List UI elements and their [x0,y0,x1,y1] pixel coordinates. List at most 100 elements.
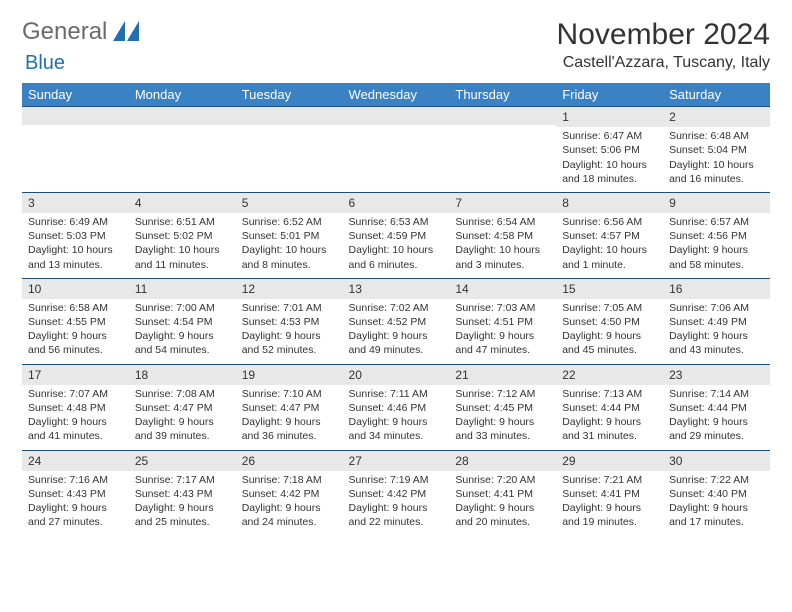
calendar-day-cell: 24Sunrise: 7:16 AMSunset: 4:43 PMDayligh… [22,450,129,535]
daylight-text: Daylight: 9 hours and 19 minutes. [562,501,657,529]
sunset-text: Sunset: 4:40 PM [669,487,764,501]
sunrise-text: Sunrise: 6:52 AM [242,215,337,229]
daylight-text: Daylight: 9 hours and 31 minutes. [562,415,657,443]
day-number: 9 [663,193,770,213]
sunrise-text: Sunrise: 6:54 AM [455,215,550,229]
sunset-text: Sunset: 4:53 PM [242,315,337,329]
sunrise-text: Sunrise: 7:08 AM [135,387,230,401]
day-content [449,125,556,187]
daylight-text: Daylight: 9 hours and 29 minutes. [669,415,764,443]
day-number: 29 [556,451,663,471]
day-content: Sunrise: 7:14 AMSunset: 4:44 PMDaylight:… [663,385,770,450]
day-number [22,107,129,125]
weekday-header-row: Sunday Monday Tuesday Wednesday Thursday… [22,83,770,107]
day-content: Sunrise: 7:17 AMSunset: 4:43 PMDaylight:… [129,471,236,536]
calendar-day-cell: 8Sunrise: 6:56 AMSunset: 4:57 PMDaylight… [556,192,663,278]
weekday-header: Monday [129,83,236,107]
month-title: November 2024 [557,18,770,52]
calendar-week-row: 3Sunrise: 6:49 AMSunset: 5:03 PMDaylight… [22,192,770,278]
day-number: 23 [663,365,770,385]
day-number: 4 [129,193,236,213]
sunrise-text: Sunrise: 7:11 AM [349,387,444,401]
calendar-week-row: 10Sunrise: 6:58 AMSunset: 4:55 PMDayligh… [22,278,770,364]
sunset-text: Sunset: 4:56 PM [669,229,764,243]
sunset-text: Sunset: 4:49 PM [669,315,764,329]
calendar-day-cell: 28Sunrise: 7:20 AMSunset: 4:41 PMDayligh… [449,450,556,535]
day-content: Sunrise: 7:11 AMSunset: 4:46 PMDaylight:… [343,385,450,450]
day-content: Sunrise: 6:47 AMSunset: 5:06 PMDaylight:… [556,127,663,192]
sunrise-text: Sunrise: 7:19 AM [349,473,444,487]
calendar-day-cell: 5Sunrise: 6:52 AMSunset: 5:01 PMDaylight… [236,192,343,278]
day-number: 11 [129,279,236,299]
sunset-text: Sunset: 4:47 PM [135,401,230,415]
sunset-text: Sunset: 4:42 PM [349,487,444,501]
sunrise-text: Sunrise: 7:16 AM [28,473,123,487]
day-content: Sunrise: 7:02 AMSunset: 4:52 PMDaylight:… [343,299,450,364]
calendar-day-cell: 18Sunrise: 7:08 AMSunset: 4:47 PMDayligh… [129,364,236,450]
day-number: 21 [449,365,556,385]
day-number: 10 [22,279,129,299]
day-number: 2 [663,107,770,127]
calendar-week-row: 17Sunrise: 7:07 AMSunset: 4:48 PMDayligh… [22,364,770,450]
day-content: Sunrise: 7:00 AMSunset: 4:54 PMDaylight:… [129,299,236,364]
daylight-text: Daylight: 9 hours and 36 minutes. [242,415,337,443]
day-number: 26 [236,451,343,471]
day-content: Sunrise: 6:51 AMSunset: 5:02 PMDaylight:… [129,213,236,278]
day-content: Sunrise: 7:01 AMSunset: 4:53 PMDaylight:… [236,299,343,364]
day-content: Sunrise: 7:18 AMSunset: 4:42 PMDaylight:… [236,471,343,536]
calendar-day-cell [343,107,450,193]
sunset-text: Sunset: 4:41 PM [455,487,550,501]
day-content: Sunrise: 7:19 AMSunset: 4:42 PMDaylight:… [343,471,450,536]
calendar-day-cell: 12Sunrise: 7:01 AMSunset: 4:53 PMDayligh… [236,278,343,364]
sunrise-text: Sunrise: 7:01 AM [242,301,337,315]
sunrise-text: Sunrise: 6:48 AM [669,129,764,143]
day-number [236,107,343,125]
sunset-text: Sunset: 4:52 PM [349,315,444,329]
sunrise-text: Sunrise: 7:03 AM [455,301,550,315]
daylight-text: Daylight: 10 hours and 8 minutes. [242,243,337,271]
calendar-day-cell: 22Sunrise: 7:13 AMSunset: 4:44 PMDayligh… [556,364,663,450]
day-number: 1 [556,107,663,127]
logo: General [22,18,141,46]
calendar-week-row: 1Sunrise: 6:47 AMSunset: 5:06 PMDaylight… [22,107,770,193]
day-number: 7 [449,193,556,213]
logo-sail-icon [113,21,139,43]
day-number: 27 [343,451,450,471]
calendar-day-cell: 16Sunrise: 7:06 AMSunset: 4:49 PMDayligh… [663,278,770,364]
sunset-text: Sunset: 4:47 PM [242,401,337,415]
day-content: Sunrise: 6:49 AMSunset: 5:03 PMDaylight:… [22,213,129,278]
sunset-text: Sunset: 4:43 PM [28,487,123,501]
day-content: Sunrise: 7:13 AMSunset: 4:44 PMDaylight:… [556,385,663,450]
sunset-text: Sunset: 4:44 PM [562,401,657,415]
day-number: 25 [129,451,236,471]
day-number: 30 [663,451,770,471]
day-content: Sunrise: 7:20 AMSunset: 4:41 PMDaylight:… [449,471,556,536]
daylight-text: Daylight: 10 hours and 13 minutes. [28,243,123,271]
day-content: Sunrise: 6:53 AMSunset: 4:59 PMDaylight:… [343,213,450,278]
day-content: Sunrise: 7:22 AMSunset: 4:40 PMDaylight:… [663,471,770,536]
sunrise-text: Sunrise: 7:02 AM [349,301,444,315]
sunrise-text: Sunrise: 7:12 AM [455,387,550,401]
calendar-day-cell: 11Sunrise: 7:00 AMSunset: 4:54 PMDayligh… [129,278,236,364]
sunset-text: Sunset: 4:51 PM [455,315,550,329]
sunset-text: Sunset: 4:43 PM [135,487,230,501]
calendar-day-cell: 1Sunrise: 6:47 AMSunset: 5:06 PMDaylight… [556,107,663,193]
sunrise-text: Sunrise: 7:05 AM [562,301,657,315]
calendar-day-cell: 3Sunrise: 6:49 AMSunset: 5:03 PMDaylight… [22,192,129,278]
sunrise-text: Sunrise: 6:49 AM [28,215,123,229]
daylight-text: Daylight: 9 hours and 56 minutes. [28,329,123,357]
calendar-day-cell: 27Sunrise: 7:19 AMSunset: 4:42 PMDayligh… [343,450,450,535]
day-number: 12 [236,279,343,299]
day-content [236,125,343,187]
day-content [22,125,129,187]
daylight-text: Daylight: 9 hours and 34 minutes. [349,415,444,443]
sunset-text: Sunset: 4:55 PM [28,315,123,329]
day-number: 28 [449,451,556,471]
day-number: 3 [22,193,129,213]
weekday-header: Saturday [663,83,770,107]
daylight-text: Daylight: 10 hours and 18 minutes. [562,158,657,186]
day-content: Sunrise: 7:06 AMSunset: 4:49 PMDaylight:… [663,299,770,364]
daylight-text: Daylight: 9 hours and 49 minutes. [349,329,444,357]
sunrise-text: Sunrise: 7:13 AM [562,387,657,401]
weekday-header: Wednesday [343,83,450,107]
